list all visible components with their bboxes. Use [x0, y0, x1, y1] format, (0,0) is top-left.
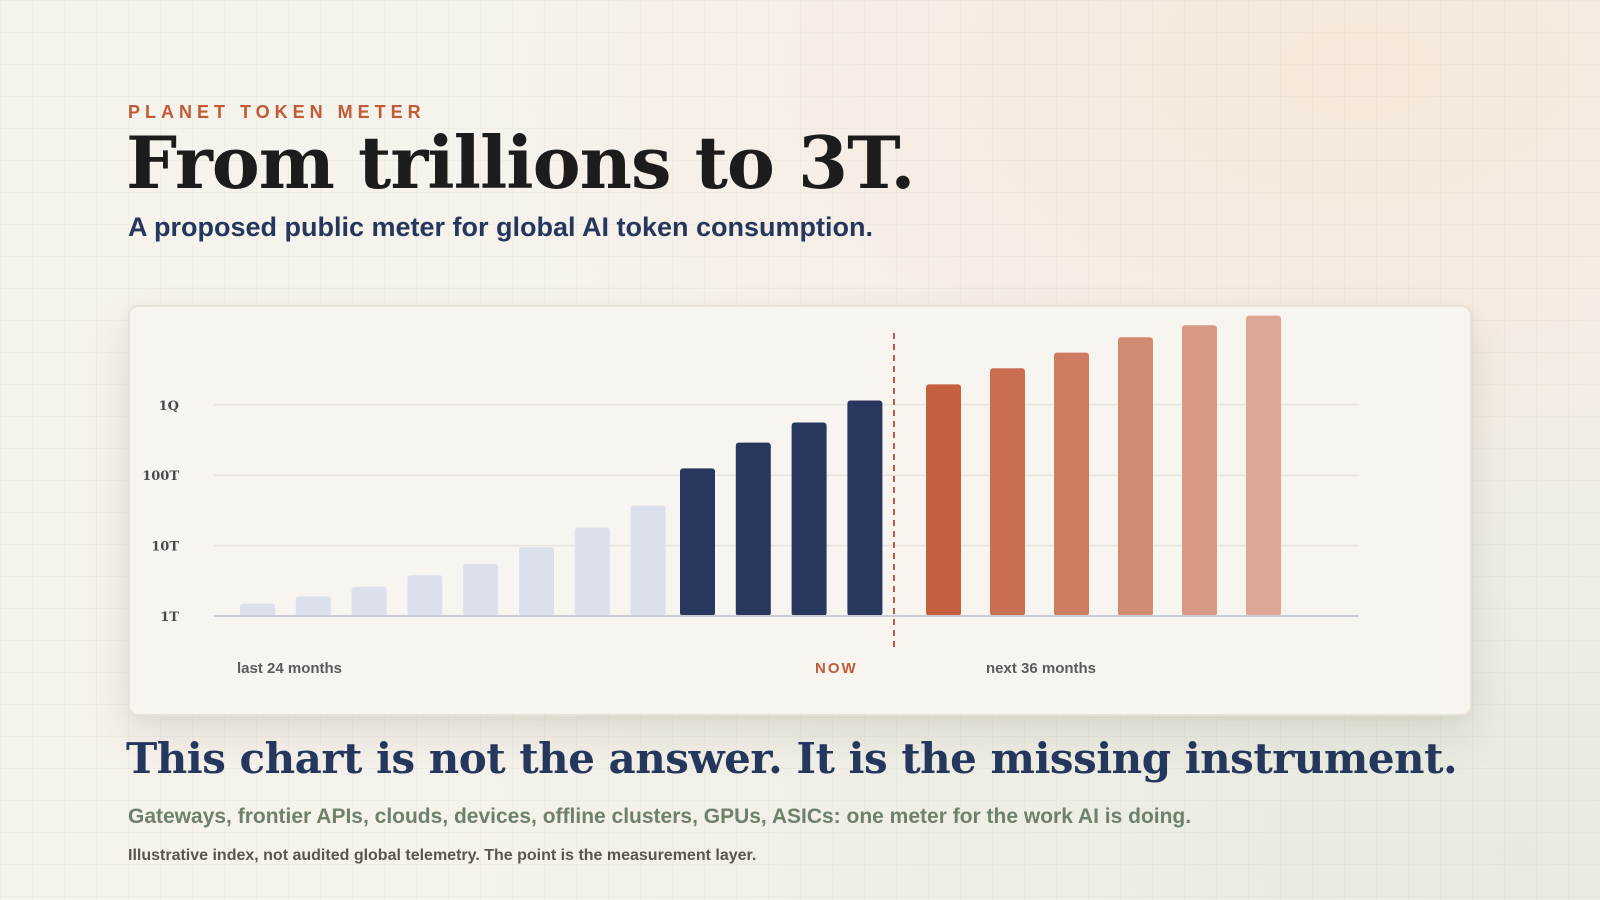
y-tick-label: 1T	[160, 610, 179, 625]
now-label: NOW	[815, 660, 858, 677]
y-tick-label: 1Q	[159, 399, 179, 414]
chart-gridlines	[214, 404, 1359, 547]
token-chart: 1T 10T 100T 1Q last 24 months NOW next 36 m…	[142, 315, 1359, 677]
bar-recent	[847, 400, 883, 616]
y-tick-label: 100T	[142, 469, 179, 484]
page-title: From trillions to 3T.	[126, 120, 915, 205]
y-axis-ticks: 1T 10T 100T 1Q	[142, 399, 179, 625]
bar-forecast	[1246, 315, 1281, 616]
caption: Gateways, frontier APIs, clouds, devices…	[128, 805, 1192, 828]
bar-past	[463, 563, 499, 616]
bar-past	[407, 575, 443, 616]
bar-past	[519, 547, 554, 616]
bar-recent	[791, 422, 827, 616]
y-tick-label: 10T	[151, 540, 179, 555]
bar-past	[240, 603, 275, 616]
eyebrow-label: PLANET TOKEN METER	[128, 102, 426, 122]
bar-recent	[680, 468, 715, 616]
bar-past	[574, 527, 610, 616]
page-subtitle: A proposed public meter for global AI to…	[128, 212, 874, 242]
disclaimer-note: Illustrative index, not audited global t…	[128, 847, 757, 864]
bar-forecast	[1118, 337, 1153, 616]
bar-recent	[735, 442, 771, 616]
bar-past	[295, 596, 331, 616]
bar-forecast	[1182, 325, 1217, 616]
bar-past	[630, 505, 666, 616]
bar-past	[351, 586, 387, 616]
chart-bars	[240, 315, 1281, 616]
past-period-label: last 24 months	[237, 660, 342, 677]
future-period-label: next 36 months	[986, 660, 1096, 677]
bar-forecast	[990, 368, 1025, 616]
bar-forecast	[1054, 352, 1089, 616]
headline: This chart is not the answer. It is the …	[126, 734, 1458, 783]
bar-forecast	[926, 384, 961, 616]
chart-card: 1T 10T 100T 1Q last 24 months NOW next 36 m…	[128, 305, 1472, 716]
